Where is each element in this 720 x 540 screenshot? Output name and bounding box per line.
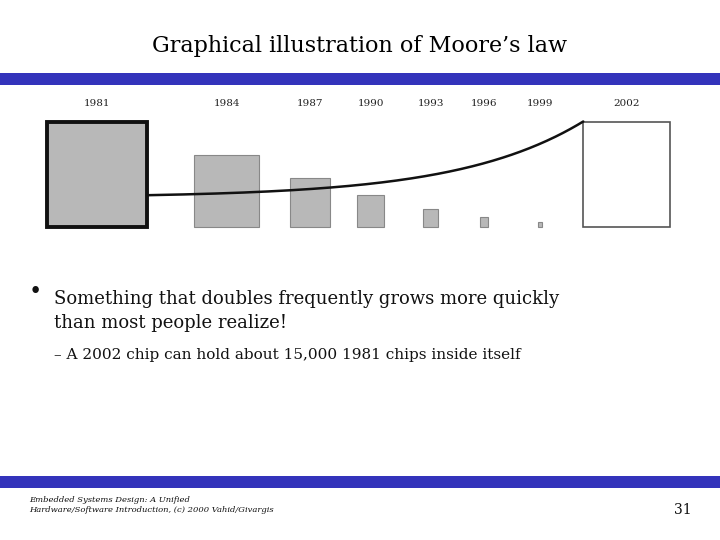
- Text: Something that doubles frequently grows more quickly: Something that doubles frequently grows …: [54, 290, 559, 308]
- Text: 10,000
transistors: 10,000 transistors: [68, 140, 126, 161]
- Bar: [423, 210, 438, 227]
- Text: 31: 31: [674, 503, 691, 517]
- Text: 1993: 1993: [418, 99, 444, 108]
- Text: 150,000,000
transistors: 150,000,000 transistors: [593, 140, 660, 161]
- Text: 1987: 1987: [297, 99, 323, 108]
- Bar: [194, 155, 259, 227]
- Bar: [357, 195, 384, 227]
- Bar: [48, 122, 147, 227]
- Text: 1981: 1981: [84, 99, 110, 108]
- Text: – A 2002 chip can hold about 15,000 1981 chips inside itself: – A 2002 chip can hold about 15,000 1981…: [54, 348, 521, 362]
- Bar: [289, 178, 330, 227]
- Bar: [480, 217, 487, 227]
- Text: •: •: [29, 281, 42, 303]
- Text: Embedded Systems Design: A Unified
Hardware/Software Introduction, (c) 2000 Vahi: Embedded Systems Design: A Unified Hardw…: [29, 496, 274, 514]
- Bar: [538, 222, 542, 227]
- Text: 1984: 1984: [214, 99, 240, 108]
- Text: than most people realize!: than most people realize!: [54, 314, 287, 332]
- Bar: [583, 122, 670, 227]
- Bar: [0, 476, 720, 488]
- Text: 2002: 2002: [613, 99, 639, 108]
- Text: 1996: 1996: [471, 99, 497, 108]
- Text: 1999: 1999: [527, 99, 553, 108]
- Text: Graphical illustration of Moore’s law: Graphical illustration of Moore’s law: [153, 35, 567, 57]
- Text: 1990: 1990: [358, 99, 384, 108]
- Text: Leading edge
chip in 2002: Leading edge chip in 2002: [595, 193, 657, 214]
- Bar: [0, 73, 720, 85]
- Text: Leading edge
chip in 1981: Leading edge chip in 1981: [66, 193, 128, 214]
